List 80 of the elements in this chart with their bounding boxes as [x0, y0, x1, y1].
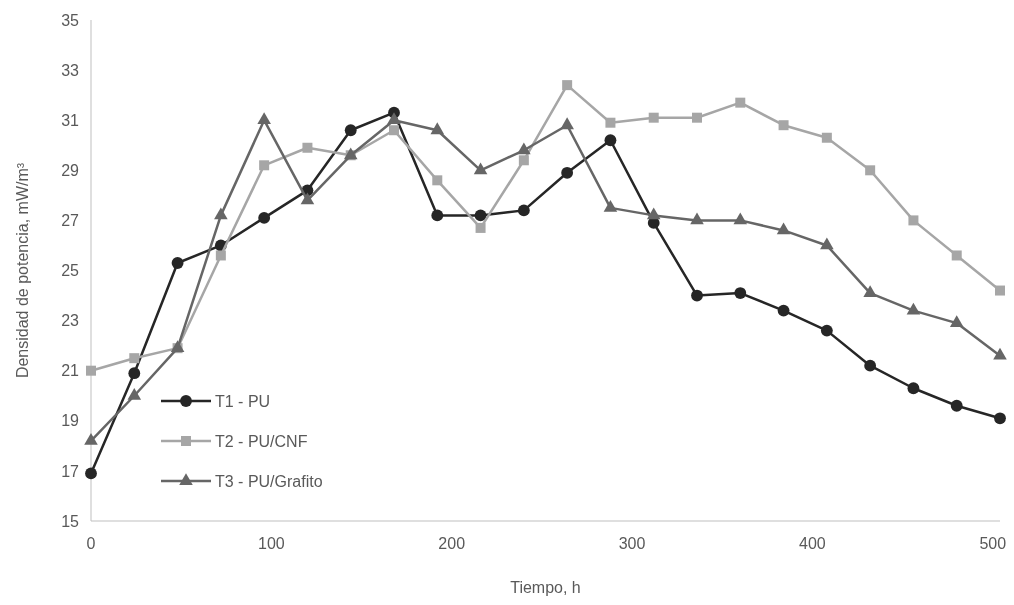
point [604, 134, 617, 147]
point [300, 192, 315, 205]
point [215, 250, 226, 261]
point [86, 365, 96, 376]
point [692, 112, 702, 123]
x-tick-label: 500 [979, 535, 1007, 552]
point [518, 155, 529, 166]
point [475, 222, 486, 233]
y-tick-label: 19 [61, 412, 80, 430]
point [820, 237, 834, 250]
point [257, 112, 271, 125]
point [562, 80, 573, 91]
point [993, 347, 1007, 360]
y-tick-label: 27 [61, 212, 80, 229]
point [735, 97, 746, 108]
point [517, 204, 530, 217]
point [994, 412, 1006, 425]
y-tick-label: 15 [61, 512, 80, 530]
point [430, 122, 445, 135]
point [431, 209, 444, 222]
y-axis-title: Densidad de potencia, mW/m³ [14, 162, 31, 379]
point [432, 175, 443, 186]
point [84, 432, 98, 445]
point [733, 212, 748, 225]
point [820, 324, 833, 337]
point [389, 125, 399, 136]
point [950, 399, 963, 412]
point [776, 222, 791, 235]
point [85, 467, 97, 480]
point [865, 165, 876, 176]
point [734, 287, 747, 299]
point [214, 207, 228, 220]
y-tick-label: 33 [61, 61, 80, 79]
legend-label: T2 - PU/CNF [215, 432, 308, 450]
point [129, 353, 140, 364]
point [821, 132, 832, 143]
point [517, 142, 531, 155]
point [605, 117, 616, 128]
x-axis-title: Tiempo, h [510, 579, 581, 596]
point [258, 211, 271, 224]
point [302, 142, 313, 153]
y-tick-label: 29 [61, 161, 80, 179]
x-tick-label: 200 [438, 535, 466, 552]
point [648, 112, 659, 123]
point [128, 367, 141, 380]
point [603, 200, 618, 212]
y-tick-label: 17 [61, 462, 80, 480]
point [778, 120, 789, 131]
legend-label: T1 - PU [215, 392, 271, 410]
point [560, 117, 574, 130]
point [995, 285, 1005, 296]
point [259, 160, 270, 171]
point [691, 289, 703, 302]
point [863, 285, 877, 297]
point [908, 215, 919, 226]
point [777, 304, 790, 317]
point [690, 212, 704, 225]
point [127, 387, 142, 400]
x-tick-label: 400 [799, 535, 826, 552]
y-tick-label: 31 [61, 111, 80, 129]
y-tick-label: 21 [61, 362, 80, 380]
point [473, 162, 488, 175]
y-tick-label: 35 [61, 11, 80, 29]
legend-label: T3 - PU/Grafito [215, 472, 323, 490]
point [646, 207, 661, 220]
point [387, 112, 401, 125]
point [171, 257, 184, 269]
point [906, 302, 921, 315]
point [949, 315, 964, 328]
point [951, 250, 962, 261]
y-tick-label: 25 [61, 262, 80, 280]
x-tick-label: 0 [86, 535, 96, 552]
point [344, 124, 357, 137]
x-tick-label: 100 [258, 535, 285, 552]
point [864, 359, 877, 372]
point [474, 209, 487, 222]
y-tick-label: 23 [61, 312, 80, 330]
point [561, 166, 574, 179]
point [907, 382, 920, 395]
x-tick-label: 300 [618, 535, 646, 552]
